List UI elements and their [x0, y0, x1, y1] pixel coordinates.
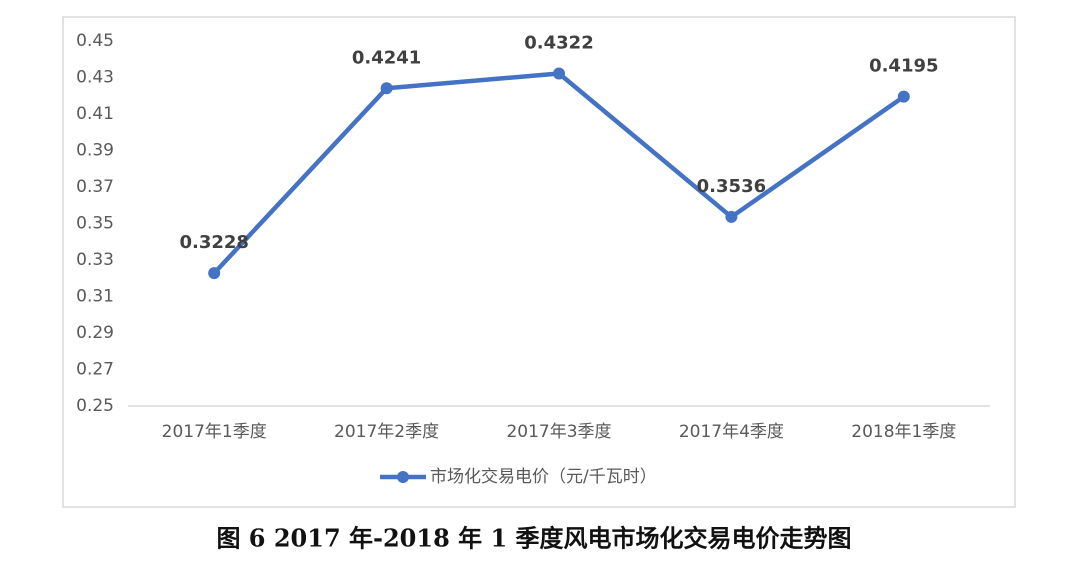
y-tick-label: 0.33 — [76, 250, 114, 270]
legend-marker — [397, 471, 409, 483]
y-tick-label: 0.31 — [76, 287, 114, 307]
y-tick-label: 0.39 — [76, 141, 114, 161]
value-label: 0.3228 — [179, 232, 248, 253]
value-label: 0.4195 — [869, 56, 938, 77]
y-tick-label: 0.43 — [76, 68, 114, 88]
data-point — [553, 67, 565, 80]
y-tick-label: 0.29 — [76, 323, 114, 343]
x-tick-label: 2017年2季度 — [334, 422, 439, 442]
x-tick-label: 2017年1季度 — [162, 422, 267, 442]
y-tick-label: 0.41 — [76, 104, 114, 124]
y-tick-label: 0.27 — [76, 360, 114, 380]
value-label: 0.4322 — [524, 32, 593, 53]
y-tick-label: 0.37 — [76, 177, 114, 197]
data-point — [725, 210, 738, 223]
x-tick-label: 2018年1季度 — [851, 422, 956, 442]
data-point — [208, 267, 221, 280]
value-label: 0.4241 — [352, 47, 421, 68]
y-tick-label: 0.45 — [76, 31, 114, 51]
value-label: 0.3536 — [697, 176, 766, 197]
y-tick-label: 0.25 — [76, 396, 114, 416]
data-point — [380, 82, 393, 95]
chart-title: 图 6 2017 年-2018 年 1 季度风电市场化交易电价走势图 — [216, 524, 851, 553]
y-tick-label: 0.35 — [76, 214, 114, 234]
x-tick-label: 2017年4季度 — [679, 422, 784, 442]
x-tick-label: 2017年3季度 — [506, 422, 611, 442]
legend-label: 市场化交易电价（元/千瓦时） — [430, 467, 657, 487]
data-point — [897, 90, 910, 103]
